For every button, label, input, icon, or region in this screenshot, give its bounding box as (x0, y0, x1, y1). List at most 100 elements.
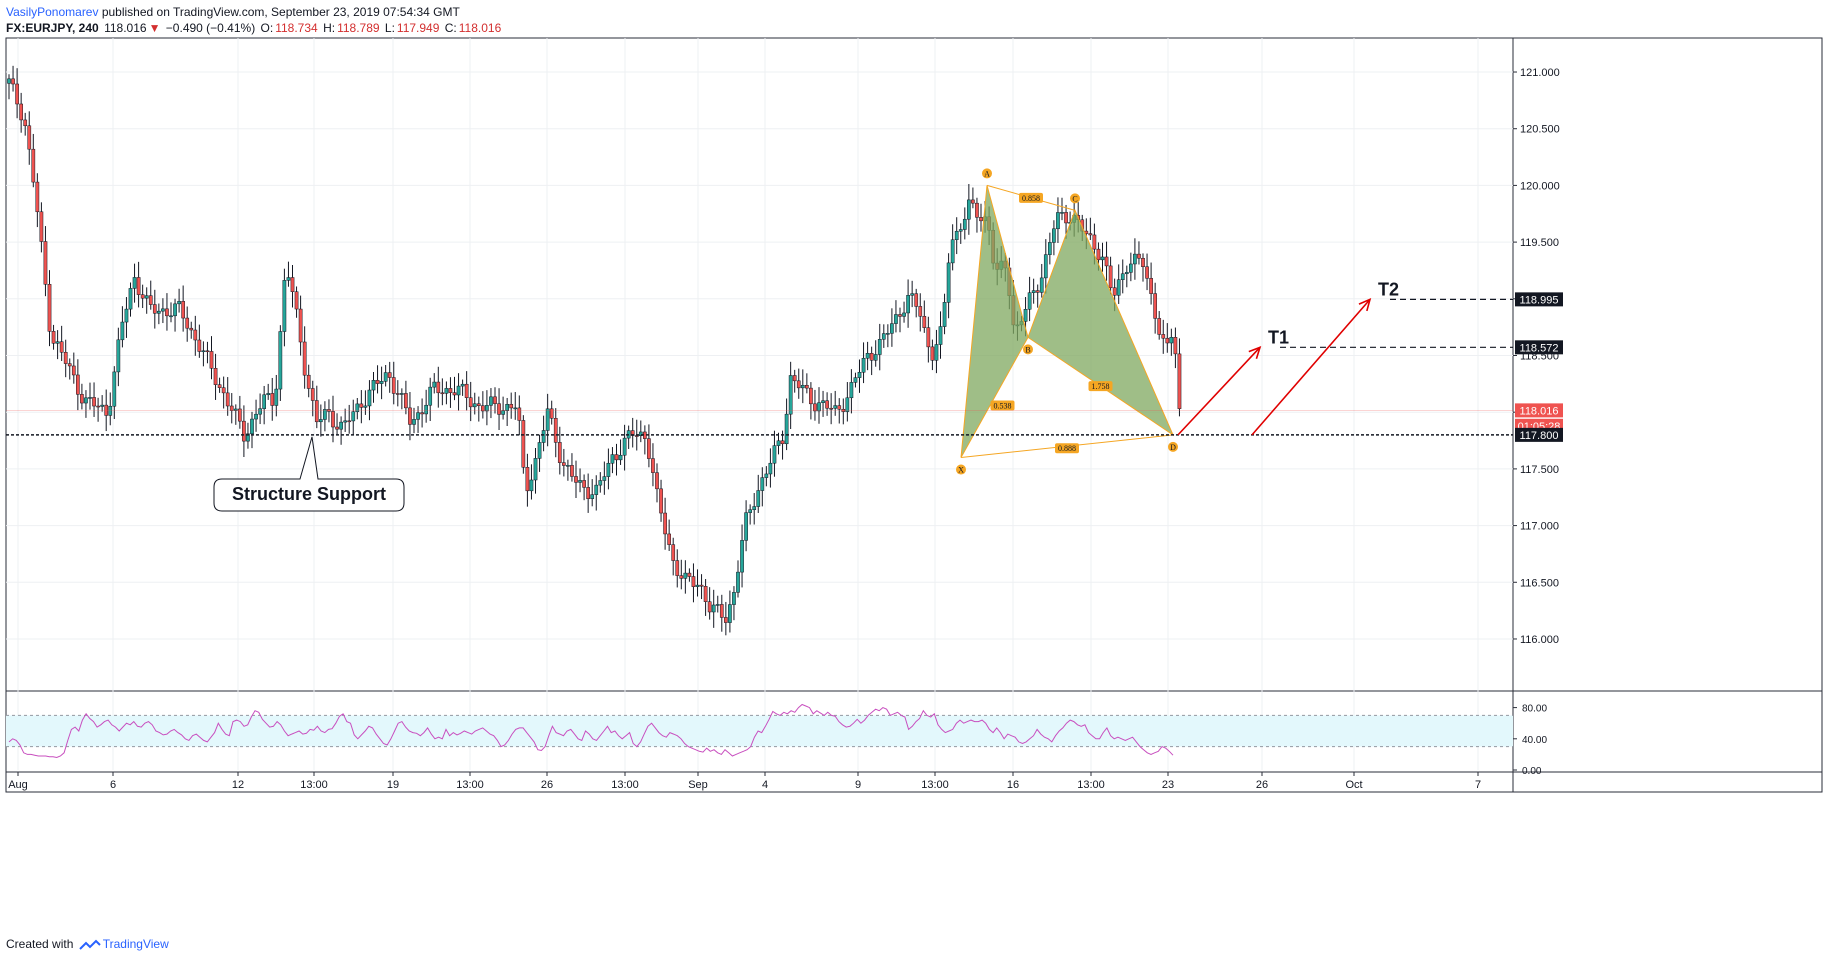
candle[interactable] (918, 293, 923, 332)
candle[interactable] (367, 380, 372, 421)
candle[interactable] (732, 586, 736, 621)
candle[interactable] (371, 371, 376, 403)
candle[interactable] (586, 473, 590, 513)
candle[interactable] (517, 395, 522, 436)
candle[interactable] (124, 297, 129, 338)
candle[interactable] (420, 398, 424, 428)
candle[interactable] (1108, 256, 1113, 295)
candle[interactable] (784, 398, 789, 451)
candle[interactable] (1104, 241, 1109, 281)
candle[interactable] (659, 479, 663, 522)
candle[interactable] (497, 388, 501, 431)
candle[interactable] (404, 380, 408, 415)
candle[interactable] (1145, 253, 1149, 291)
candle[interactable] (128, 282, 133, 317)
candle[interactable] (355, 398, 360, 420)
candle[interactable] (622, 424, 627, 471)
candle[interactable] (902, 301, 906, 323)
candle[interactable] (1133, 238, 1137, 280)
candle[interactable] (238, 395, 242, 429)
candle[interactable] (594, 475, 599, 511)
candle[interactable] (428, 377, 433, 422)
candle[interactable] (805, 373, 809, 394)
candle[interactable] (59, 325, 64, 361)
candle[interactable] (221, 376, 226, 409)
candle[interactable] (643, 425, 647, 455)
candle[interactable] (391, 361, 396, 405)
candle[interactable] (582, 474, 586, 501)
candle[interactable] (1137, 241, 1141, 265)
candle[interactable] (651, 443, 655, 487)
candle[interactable] (1124, 265, 1129, 288)
candle[interactable] (254, 399, 258, 432)
candle[interactable] (290, 265, 295, 308)
candle[interactable] (1048, 232, 1052, 265)
candle[interactable] (894, 300, 898, 333)
candle[interactable] (173, 298, 177, 332)
candle[interactable] (351, 399, 356, 436)
candle[interactable] (217, 377, 222, 393)
candle[interactable] (553, 408, 558, 458)
candle[interactable] (286, 261, 291, 287)
candle[interactable] (699, 574, 704, 600)
candle[interactable] (881, 324, 886, 348)
candle[interactable] (440, 378, 445, 406)
candle[interactable] (533, 447, 538, 494)
candle[interactable] (1039, 263, 1044, 298)
candle[interactable] (914, 288, 919, 318)
candle[interactable] (962, 207, 967, 240)
candle[interactable] (513, 392, 518, 420)
projection-arrow-1[interactable] (1177, 346, 1261, 436)
candle[interactable] (837, 398, 842, 424)
candle[interactable] (270, 377, 275, 421)
candle[interactable] (246, 422, 250, 449)
candle[interactable] (55, 330, 60, 360)
candle[interactable] (618, 439, 623, 465)
candle[interactable] (667, 519, 671, 551)
candle[interactable] (88, 382, 92, 410)
candle[interactable] (614, 443, 619, 476)
candle[interactable] (7, 74, 11, 100)
candle[interactable] (557, 426, 562, 475)
candle[interactable] (906, 279, 910, 328)
candle[interactable] (687, 568, 692, 582)
candle[interactable] (359, 390, 364, 424)
candle[interactable] (383, 364, 388, 387)
candle[interactable] (683, 560, 688, 594)
candle[interactable] (606, 448, 611, 490)
candle[interactable] (792, 369, 797, 393)
candle[interactable] (707, 587, 712, 620)
candle[interactable] (282, 268, 287, 347)
candle[interactable] (861, 342, 866, 384)
candle[interactable] (96, 397, 100, 422)
candle[interactable] (116, 327, 121, 387)
candle[interactable] (1169, 328, 1174, 356)
candle[interactable] (1120, 259, 1125, 294)
candle[interactable] (132, 263, 137, 303)
harmonic-pattern[interactable]: 0.858 0.538 1.758 0.888 X A B C D (956, 168, 1178, 475)
candle[interactable] (258, 393, 262, 425)
candle[interactable] (225, 377, 230, 416)
candle[interactable] (890, 308, 894, 347)
candle[interactable] (728, 590, 732, 633)
candle[interactable] (930, 339, 935, 371)
candle[interactable] (136, 261, 141, 308)
rsi-line[interactable] (8, 703, 1174, 759)
candle[interactable] (817, 387, 821, 424)
candle[interactable] (266, 383, 271, 400)
candle[interactable] (144, 287, 149, 314)
candle[interactable] (610, 447, 615, 474)
candle[interactable] (472, 392, 477, 415)
candle[interactable] (209, 336, 214, 380)
candle[interactable] (768, 448, 773, 488)
candle[interactable] (448, 377, 453, 408)
candle[interactable] (647, 424, 651, 468)
candle[interactable] (27, 111, 32, 165)
candle[interactable] (825, 392, 829, 416)
candle[interactable] (47, 270, 52, 347)
candle[interactable] (1165, 323, 1170, 353)
candle[interactable] (485, 390, 489, 426)
candle[interactable] (740, 524, 744, 588)
candle[interactable] (800, 369, 805, 404)
candle[interactable] (436, 366, 441, 408)
